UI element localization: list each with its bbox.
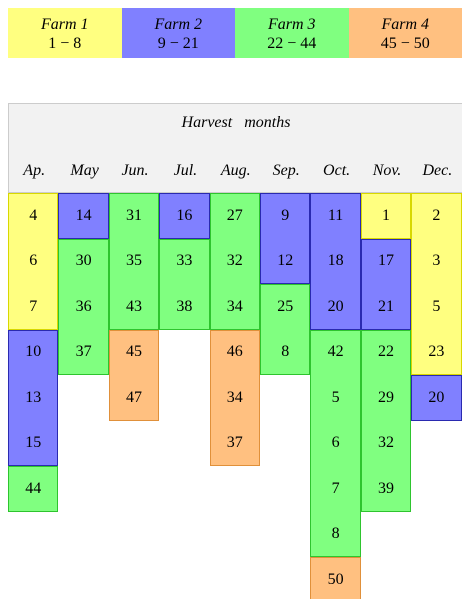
- cell-group: [310, 557, 361, 599]
- month-label: Jun.: [121, 162, 149, 179]
- month-label: Ap.: [23, 162, 46, 179]
- cell-value: 30: [75, 252, 92, 270]
- cell-group: [108, 329, 160, 421]
- cell-value: 31: [125, 206, 142, 224]
- cell-value: 21: [377, 297, 394, 315]
- cell-group: [360, 329, 412, 512]
- month-label: Oct.: [323, 162, 351, 179]
- cell-value: 39: [377, 479, 394, 497]
- cell-value: 8: [281, 343, 290, 361]
- month-label: May: [70, 162, 99, 179]
- cell-value: 36: [75, 297, 92, 315]
- cell-value: 11: [327, 206, 344, 224]
- cell-group: [108, 193, 160, 330]
- cell-value: 8: [331, 525, 340, 543]
- cell-value: 37: [75, 343, 92, 361]
- cell-group: [58, 193, 109, 239]
- month-label: Aug.: [220, 162, 251, 179]
- cell-group: [310, 193, 361, 330]
- cell-value: 6: [29, 252, 38, 270]
- legend-name: Farm 4: [381, 16, 430, 33]
- month-label: Dec.: [422, 162, 453, 179]
- cell-value: 9: [281, 206, 290, 224]
- legend-item: Farm 2 9 − 21: [121, 8, 235, 58]
- header: Harvest months Ap. May Jun. Jul. Aug. Sep. Oct…: [8, 103, 462, 193]
- cell-value: 12: [277, 252, 294, 270]
- cell-value: 23: [428, 343, 445, 361]
- cell-value: 2: [432, 206, 441, 224]
- legend-range: 22 − 44: [267, 35, 317, 52]
- cell-value: 7: [331, 479, 340, 497]
- cell-group: [209, 193, 260, 330]
- legend-name: Farm 3: [267, 16, 316, 33]
- cell-value: 32: [226, 252, 243, 270]
- cell-group: [159, 238, 210, 330]
- month-label: Sep.: [272, 162, 300, 179]
- cell-value: 7: [29, 297, 38, 315]
- cell-value: 1: [381, 206, 390, 224]
- cell-value: 25: [277, 297, 294, 315]
- cell-value: 14: [75, 206, 92, 224]
- cell-group: [159, 193, 210, 239]
- legend-name: Farm 1: [40, 16, 89, 33]
- cell-value: 16: [176, 206, 193, 224]
- month-label: Nov.: [372, 162, 402, 179]
- cell-value: 5: [331, 388, 340, 406]
- cell-value: 33: [176, 252, 193, 270]
- cell-value: 13: [25, 388, 42, 406]
- cell-group: [411, 375, 462, 421]
- cell-value: 20: [428, 388, 445, 406]
- cell-group: [310, 329, 361, 557]
- legend-range: 1 − 8: [48, 35, 82, 52]
- cell-value: 44: [25, 479, 42, 497]
- cell-group: [8, 329, 59, 466]
- cell-group: [260, 193, 311, 284]
- cell-value: 27: [226, 206, 243, 224]
- legend-item: Farm 1 1 − 8: [8, 8, 122, 58]
- cell-group: [360, 193, 412, 239]
- legend-name: Farm 2: [154, 16, 203, 33]
- cell-group: [411, 193, 462, 375]
- cell-value: 18: [327, 252, 344, 270]
- legend-item: Farm 4 45 − 50: [348, 8, 462, 58]
- cell-group: [360, 238, 412, 330]
- cell-value: 43: [125, 297, 142, 315]
- cell-value: 38: [176, 297, 193, 315]
- cell-value: 6: [331, 434, 340, 452]
- cell-group: [260, 284, 311, 375]
- cell-value: 34: [226, 297, 243, 315]
- cell-group: [8, 193, 59, 330]
- legend-range: 9 − 21: [157, 35, 199, 52]
- cell-value: 32: [377, 434, 394, 452]
- cell-value: 15: [25, 434, 42, 452]
- cell-value: 17: [377, 252, 394, 270]
- cell-value: 29: [377, 388, 394, 406]
- cell-value: 35: [125, 252, 142, 270]
- cell-value: 37: [226, 434, 243, 452]
- cell-value: 42: [327, 343, 344, 361]
- cell-value: 20: [327, 297, 344, 315]
- cell-value: 10: [25, 343, 42, 361]
- cell-value: 4: [29, 206, 38, 224]
- cell-group: [209, 329, 260, 466]
- legend-range: 45 − 50: [380, 35, 430, 52]
- cell-group: [8, 466, 59, 512]
- cell-value: 34: [226, 388, 243, 406]
- cell-value: 47: [125, 388, 142, 406]
- header-title: Harvest months: [181, 114, 291, 131]
- cell-group: [58, 238, 109, 375]
- cell-value: 45: [125, 343, 142, 361]
- cell-value: 3: [432, 252, 441, 270]
- cell-value: 22: [377, 343, 394, 361]
- cell-value: 50: [327, 570, 344, 588]
- month-label: Jul.: [173, 162, 198, 179]
- cell-value: 46: [226, 343, 243, 361]
- legend-item: Farm 3 22 − 44: [235, 8, 349, 58]
- cell-value: 5: [432, 297, 441, 315]
